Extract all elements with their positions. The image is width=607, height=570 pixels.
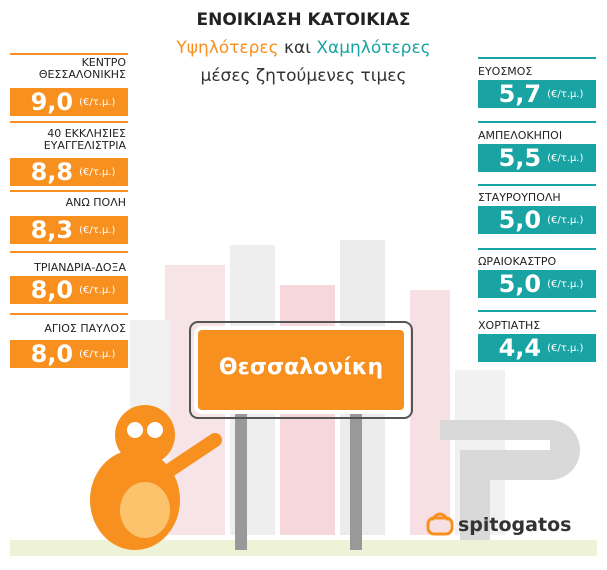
- separator: [478, 121, 596, 123]
- price-value: 8,3: [30, 216, 74, 244]
- price-value: 5,0: [498, 270, 542, 298]
- price-unit: (€/τ.μ.): [79, 166, 116, 178]
- area-label: ΣΤΑΥΡΟΥΠΟΛΗ: [478, 191, 561, 204]
- price-box: 8,8 (€/τ.μ.): [10, 158, 128, 186]
- price-value: 5,5: [498, 144, 542, 172]
- area-label: ΤΡΙΑΝΔΡΙΑ-ΔΟΞΑ: [34, 261, 126, 274]
- price-unit: (€/τ.μ.): [79, 348, 116, 360]
- price-unit: (€/τ.μ.): [79, 224, 116, 236]
- separator: [478, 310, 596, 312]
- area-label: ΑΓΙΟΣ ΠΑΥΛΟΣ: [44, 322, 126, 335]
- price-box: 5,0 (€/τ.μ.): [478, 270, 596, 298]
- area-label: ΑΝΩ ΠΟΛΗ: [65, 196, 126, 209]
- logo: spitogatos: [458, 514, 572, 536]
- area-label: ΑΜΠΕΛΟΚΗΠΟΙ: [478, 129, 563, 142]
- separator: [478, 57, 596, 59]
- subtitle-line: Υψηλότερες και Χαμηλότερες: [0, 38, 607, 58]
- area-label: ΩΡΑΙΟΚΑΣΤΡΟ: [478, 255, 557, 268]
- price-box: 8,0 (€/τ.μ.): [10, 276, 128, 304]
- price-box: 4,4 (€/τ.μ.): [478, 334, 596, 362]
- area-label: ΕΥΟΣΜΟΣ: [478, 65, 533, 78]
- price-unit: (€/τ.μ.): [547, 342, 584, 354]
- lowest-word: Χαμηλότερες: [316, 38, 431, 58]
- separator: [10, 53, 128, 55]
- price-value: 8,0: [30, 340, 74, 368]
- price-value: 8,0: [30, 276, 74, 304]
- sign-text: Θεσσαλονίκη: [218, 355, 384, 380]
- price-value: 8,8: [30, 158, 74, 186]
- and-word: και: [283, 38, 311, 58]
- separator: [10, 121, 128, 123]
- price-unit: (€/τ.μ.): [79, 96, 116, 108]
- price-unit: (€/τ.μ.): [547, 152, 584, 164]
- title: ΕΝΟΙΚΙΑΣΗ ΚΑΤΟΙΚΙΑΣ: [196, 10, 411, 30]
- price-box: 5,7 (€/τ.μ.): [478, 80, 596, 108]
- price-box: 5,5 (€/τ.μ.): [478, 144, 596, 172]
- price-box: 9,0 (€/τ.μ.): [10, 88, 128, 116]
- price-value: 4,4: [498, 334, 542, 362]
- separator: [10, 313, 128, 315]
- price-box: 8,3 (€/τ.μ.): [10, 216, 128, 244]
- highest-word: Υψηλότερες: [176, 38, 279, 58]
- separator: [478, 184, 596, 186]
- separator: [478, 248, 596, 250]
- price-unit: (€/τ.μ.): [79, 284, 116, 296]
- area-label: ΧΟΡΤΙΑΤΗΣ: [478, 319, 541, 332]
- area-label: 40 ΕΚΚΛΗΣΙΕΣ ΕΥΑΓΓΕΛΙΣΤΡΙΑ: [43, 127, 126, 152]
- price-value: 5,7: [498, 80, 542, 108]
- price-unit: (€/τ.μ.): [547, 278, 584, 290]
- price-unit: (€/τ.μ.): [547, 88, 584, 100]
- separator: [10, 251, 128, 253]
- area-label: ΚΕΝΤΡΟ ΘΕΣΣΑΛΟΝΙΚΗΣ: [38, 56, 126, 81]
- separator: [10, 190, 128, 192]
- price-box: 8,0 (€/τ.μ.): [10, 340, 128, 368]
- price-box: 5,0 (€/τ.μ.): [478, 206, 596, 234]
- subtitle: μέσες ζητούμενες τιμες: [200, 66, 407, 86]
- price-value: 5,0: [498, 206, 542, 234]
- price-unit: (€/τ.μ.): [547, 214, 584, 226]
- price-value: 9,0: [30, 88, 74, 116]
